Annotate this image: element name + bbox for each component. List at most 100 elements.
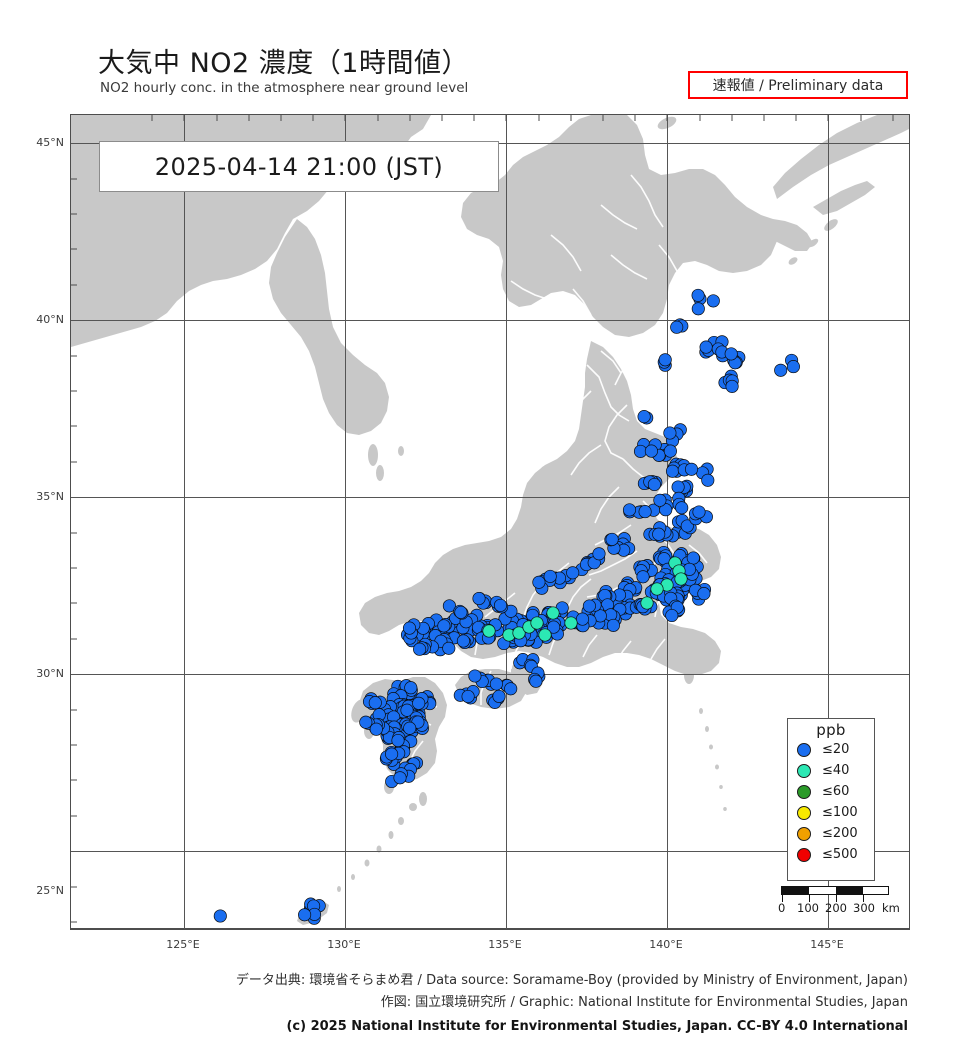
- station-marker[interactable]: [691, 302, 705, 316]
- station-marker[interactable]: [699, 340, 713, 354]
- footer-copyright: (c) 2025 National Institute for Environm…: [286, 1019, 908, 1034]
- station-marker[interactable]: [786, 360, 800, 374]
- station-marker[interactable]: [686, 551, 700, 565]
- legend-item-le40[interactable]: ≤40: [788, 760, 874, 781]
- station-marker[interactable]: [437, 619, 451, 633]
- station-marker[interactable]: [652, 527, 666, 541]
- station-marker[interactable]: [665, 608, 679, 623]
- station-marker-elevated[interactable]: [640, 596, 654, 610]
- station-marker[interactable]: [637, 410, 651, 424]
- map-plot-area[interactable]: [70, 114, 910, 930]
- station-marker[interactable]: [456, 634, 470, 648]
- station-marker[interactable]: [412, 696, 426, 710]
- station-marker[interactable]: [725, 379, 739, 393]
- station-marker[interactable]: [697, 587, 711, 601]
- station-marker[interactable]: [369, 722, 383, 736]
- legend-label-le40: ≤40: [822, 763, 850, 778]
- station-marker[interactable]: [647, 477, 661, 492]
- station-marker[interactable]: [582, 599, 596, 613]
- station-marker[interactable]: [633, 444, 648, 458]
- station-marker[interactable]: [404, 681, 418, 695]
- station-marker[interactable]: [665, 464, 680, 478]
- station-marker[interactable]: [529, 674, 543, 688]
- legend-item-le100[interactable]: ≤100: [788, 802, 874, 823]
- station-marker[interactable]: [774, 363, 788, 377]
- station-marker[interactable]: [492, 689, 506, 703]
- station-marker[interactable]: [413, 642, 427, 656]
- station-marker[interactable]: [442, 599, 456, 613]
- station-marker[interactable]: [701, 473, 715, 487]
- station-marker[interactable]: [622, 503, 637, 517]
- scale-label-unit: km: [882, 901, 900, 915]
- axis-label-lat-25: 25°N: [36, 884, 64, 897]
- station-marker[interactable]: [400, 703, 414, 717]
- station-marker[interactable]: [393, 771, 407, 785]
- station-marker[interactable]: [504, 682, 518, 696]
- station-marker[interactable]: [532, 575, 546, 589]
- station-marker[interactable]: [606, 618, 620, 632]
- station-markers-layer[interactable]: [213, 288, 800, 925]
- station-marker[interactable]: [359, 715, 373, 729]
- station-marker[interactable]: [638, 505, 652, 519]
- island-tanegashima: [419, 792, 427, 806]
- scale-seg-0-100: [782, 887, 809, 894]
- station-marker[interactable]: [663, 426, 677, 440]
- station-marker[interactable]: [691, 288, 705, 302]
- station-marker[interactable]: [684, 462, 699, 476]
- station-marker-elevated[interactable]: [650, 582, 664, 596]
- station-marker[interactable]: [454, 605, 468, 619]
- station-marker[interactable]: [653, 493, 667, 507]
- station-marker[interactable]: [543, 569, 557, 583]
- station-marker-elevated[interactable]: [538, 628, 552, 642]
- station-marker[interactable]: [659, 503, 673, 517]
- station-marker-elevated[interactable]: [512, 626, 526, 640]
- minor-ticks: [71, 115, 894, 923]
- station-marker[interactable]: [644, 444, 658, 458]
- station-marker[interactable]: [489, 677, 503, 691]
- station-marker[interactable]: [636, 570, 650, 584]
- station-marker[interactable]: [605, 532, 619, 546]
- legend-swatch-le200: [797, 826, 811, 841]
- ryukyu-island-3: [376, 845, 382, 853]
- legend-item-le500[interactable]: ≤500: [788, 844, 874, 865]
- station-marker[interactable]: [680, 519, 694, 533]
- page-title: 大気中 NO2 濃度（1時間値）: [98, 48, 469, 79]
- station-marker[interactable]: [675, 501, 689, 515]
- station-marker[interactable]: [402, 621, 417, 635]
- ryukyu-island-2: [388, 831, 394, 839]
- station-marker-elevated[interactable]: [546, 606, 560, 620]
- station-marker[interactable]: [566, 566, 580, 580]
- station-marker[interactable]: [724, 347, 738, 361]
- station-marker[interactable]: [547, 620, 561, 634]
- station-marker[interactable]: [670, 320, 684, 334]
- station-marker[interactable]: [213, 909, 227, 923]
- station-marker[interactable]: [493, 598, 508, 612]
- station-marker[interactable]: [298, 908, 312, 922]
- station-marker[interactable]: [461, 689, 475, 704]
- station-marker[interactable]: [472, 591, 486, 606]
- station-marker[interactable]: [671, 480, 685, 494]
- station-marker[interactable]: [706, 294, 720, 308]
- legend-label-le20: ≤20: [822, 742, 850, 757]
- station-marker[interactable]: [468, 669, 482, 683]
- scale-bar: 0 100 200 300 km: [778, 886, 906, 917]
- ryukyu-island-1: [398, 817, 404, 825]
- station-marker[interactable]: [663, 444, 677, 458]
- legend-item-le200[interactable]: ≤200: [788, 823, 874, 844]
- station-marker[interactable]: [442, 641, 456, 655]
- legend-item-le20[interactable]: ≤20: [788, 739, 874, 760]
- station-marker[interactable]: [592, 547, 606, 561]
- station-marker[interactable]: [403, 721, 417, 735]
- station-marker[interactable]: [658, 353, 672, 367]
- status-badge: 速報値 / Preliminary data: [688, 71, 908, 99]
- station-marker[interactable]: [391, 733, 405, 748]
- station-marker[interactable]: [575, 612, 590, 626]
- station-marker[interactable]: [692, 505, 706, 519]
- station-marker-elevated[interactable]: [482, 624, 496, 638]
- station-marker-elevated[interactable]: [564, 616, 578, 630]
- station-marker-elevated[interactable]: [530, 616, 544, 630]
- station-marker[interactable]: [368, 696, 382, 710]
- legend-item-le60[interactable]: ≤60: [788, 781, 874, 802]
- station-marker-elevated[interactable]: [674, 572, 688, 586]
- station-marker[interactable]: [385, 747, 399, 761]
